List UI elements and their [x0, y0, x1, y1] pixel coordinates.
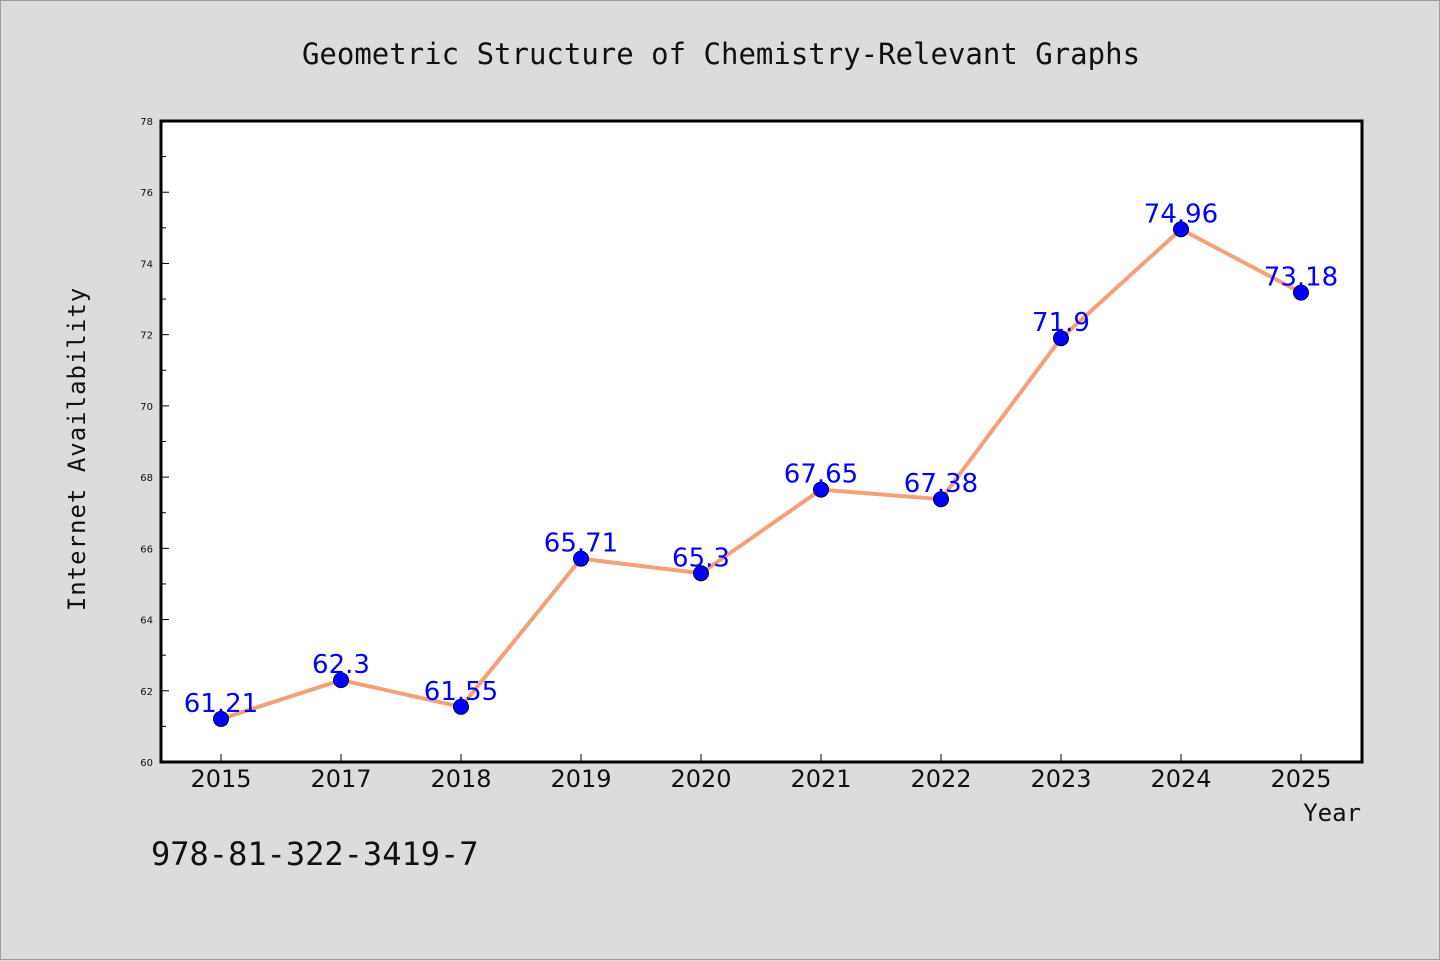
isbn-footnote: 978-81-322-3419-7 [151, 835, 479, 873]
data-label: 67.38 [904, 469, 978, 499]
y-tick-label: 66 [140, 544, 153, 555]
x-tick-label: 2025 [1270, 765, 1331, 793]
x-tick-label: 2021 [790, 765, 851, 793]
x-tick-label: 2024 [1150, 765, 1211, 793]
data-label: 67.65 [784, 460, 858, 490]
data-point [213, 710, 229, 727]
y-tick-label: 60 [140, 758, 153, 769]
y-axis-label: Internet Availability [63, 287, 91, 611]
y-tick-label: 78 [140, 117, 153, 128]
data-label: 73.18 [1264, 263, 1338, 293]
y-tick-label: 72 [140, 331, 153, 342]
x-tick-label: 2015 [190, 765, 251, 793]
data-point [1053, 330, 1069, 347]
data-point [693, 565, 709, 582]
data-point [333, 672, 349, 689]
x-axis: 2015 2017 2018 2019 2020 2021 2022 2023 2024 2025 [190, 754, 1332, 793]
data-label: 65.3 [672, 543, 730, 573]
y-tick-label: 62 [140, 687, 153, 698]
data-label: 71.9 [1032, 308, 1090, 338]
x-tick-label: 2018 [430, 765, 491, 793]
data-label: 61.21 [184, 689, 258, 719]
x-tick-label: 2023 [1030, 765, 1091, 793]
y-tick-label: 64 [140, 616, 153, 627]
plot-frame [159, 119, 1364, 764]
x-tick-label: 2020 [670, 765, 731, 793]
y-tick-label: 76 [140, 188, 153, 199]
series-line [220, 227, 1302, 721]
x-tick-label: 2019 [550, 765, 611, 793]
data-point [1173, 221, 1189, 238]
data-label: 62.3 [312, 650, 370, 680]
y-tick-label: 74 [140, 259, 153, 270]
data-label: 74.96 [1144, 199, 1218, 229]
data-label: 61.55 [424, 677, 498, 707]
data-points [213, 221, 1309, 727]
data-point [813, 481, 829, 498]
x-tick-label: 2017 [310, 765, 371, 793]
data-point [1293, 284, 1309, 301]
chart-title: Geometric Structure of Chemistry-Relevan… [302, 37, 1140, 71]
data-label: 65.71 [544, 529, 618, 559]
data-point [453, 698, 469, 715]
plot-area [161, 121, 1362, 762]
y-tick-label: 68 [140, 473, 153, 484]
y-tick-label: 70 [140, 402, 153, 413]
x-tick-label: 2022 [910, 765, 971, 793]
data-point [933, 491, 949, 508]
x-axis-label: Year [1303, 799, 1361, 827]
data-point [573, 550, 589, 567]
data-labels: 61.21 62.3 61.55 65.71 65.3 67.65 67.38 71.9 74.… [184, 199, 1338, 719]
